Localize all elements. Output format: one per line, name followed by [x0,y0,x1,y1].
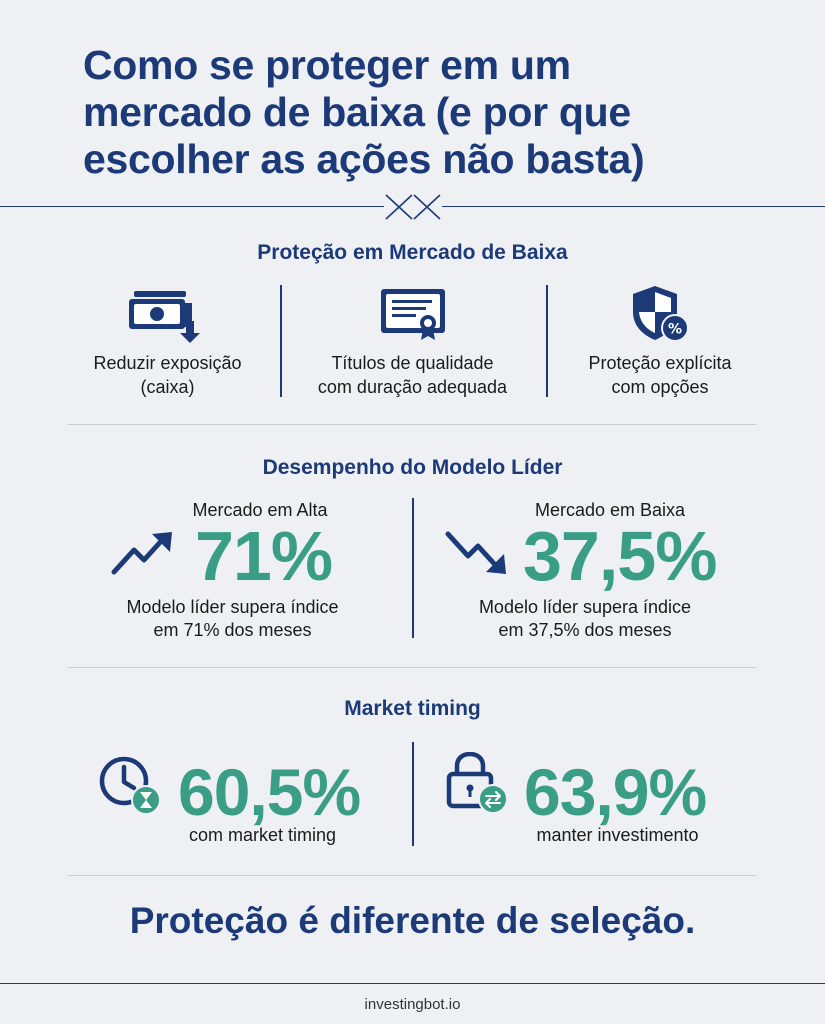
market-timing-value: 60,5% [178,755,361,829]
bull-market-value: 71% [195,517,333,595]
protection-item-2-label: Títulos de qualidade com duração adequad… [317,353,508,397]
bull-market-label: Mercado em Alta [192,500,328,520]
lock-exchange-icon [446,752,508,814]
section-divider-2 [68,667,756,668]
footer-site: investingbot.io [364,996,461,1013]
performance-divider [412,498,414,638]
certificate-icon [381,289,445,340]
market-timing-label: com market timing [188,825,337,845]
protection-divider-1 [280,285,282,397]
protection-section-title: Proteção em Mercado de Baixa [257,241,568,264]
protection-divider-2 [546,285,548,397]
protection-item-3-label: Proteção explícita com opções [588,353,732,397]
title-line-1: Como se proteger em um [83,42,571,88]
cash-down-icon [129,291,200,343]
bear-market-label: Mercado em Baixa [534,500,686,520]
clock-hourglass-icon [99,756,161,815]
stay-invested-label: manter investimento [536,825,699,845]
timing-divider [412,742,414,846]
section-divider-1 [68,424,756,425]
tagline: Proteção é diferente de seleção. [129,900,696,941]
svg-text:%: % [668,322,682,338]
shield-percent-icon: % [633,286,689,342]
protection-item-1-label: Reduzir exposição (caixa) [93,353,242,397]
performance-section-title: Desempenho do Modelo Líder [262,456,563,479]
page-title: Como se proteger em um mercado de baixa … [83,42,783,183]
section-divider-3 [68,875,756,876]
cross-ornament-icon [384,193,442,221]
timing-section-title: Market timing [344,697,481,720]
title-line-2: mercado de baixa (e por que [83,89,631,135]
stay-invested-value: 63,9% [524,755,707,829]
bull-market-description: Modelo líder supera índice em 71% dos me… [126,597,339,640]
bear-market-description: Modelo líder supera índice em 37,5% dos … [478,597,692,640]
bear-market-value: 37,5% [523,517,717,595]
trend-up-icon [111,532,172,575]
title-line-3: escolher as ações não basta) [83,136,645,182]
trend-down-icon [445,531,506,574]
bottom-divider [0,983,825,984]
